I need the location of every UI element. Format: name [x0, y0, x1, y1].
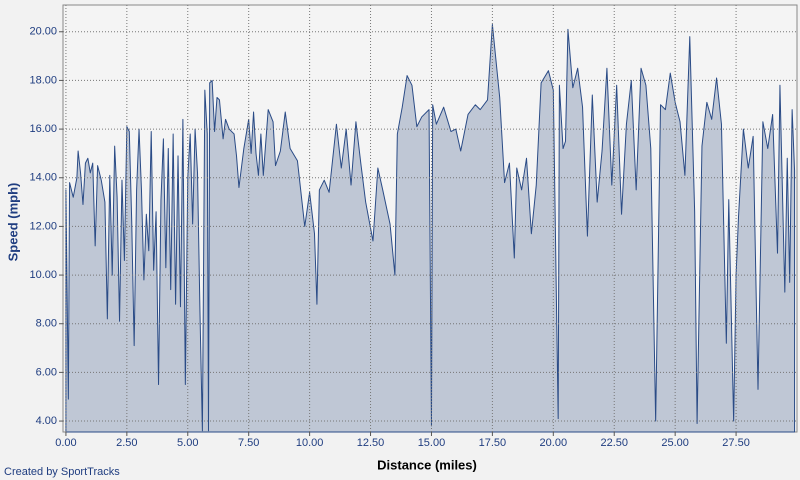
y-tick-label: 18.00	[29, 74, 57, 86]
speed-area	[65, 23, 796, 433]
y-tick-label: 10.00	[29, 269, 57, 281]
x-tick-label: 25.00	[661, 437, 689, 449]
x-axis-label: Distance (miles)	[377, 457, 477, 472]
y-tick-label: 4.00	[36, 415, 57, 427]
x-tick-label: 0.00	[55, 437, 76, 449]
y-tick-label: 6.00	[36, 366, 57, 378]
x-tick-label: 10.00	[296, 437, 324, 449]
y-axis-label: Speed (mph)	[5, 183, 20, 262]
x-tick-label: 2.50	[116, 437, 137, 449]
y-tick-label: 12.00	[29, 220, 57, 232]
footer: Created by SportTracks	[4, 466, 120, 478]
y-tick-label: 20.00	[29, 26, 57, 38]
y-tick-label: 8.00	[36, 318, 57, 330]
x-tick-label: 20.00	[540, 437, 568, 449]
x-tick-label: 17.50	[479, 437, 507, 449]
y-tick-label: 14.00	[29, 172, 57, 184]
x-tick-label: 22.50	[600, 437, 628, 449]
x-tick-label: 12.50	[357, 437, 385, 449]
x-tick-label: 7.50	[238, 437, 259, 449]
x-tick-label: 27.50	[722, 437, 750, 449]
y-tick-label: 16.00	[29, 123, 57, 135]
x-tick-label: 15.00	[418, 437, 446, 449]
x-tick-label: 5.00	[177, 437, 198, 449]
